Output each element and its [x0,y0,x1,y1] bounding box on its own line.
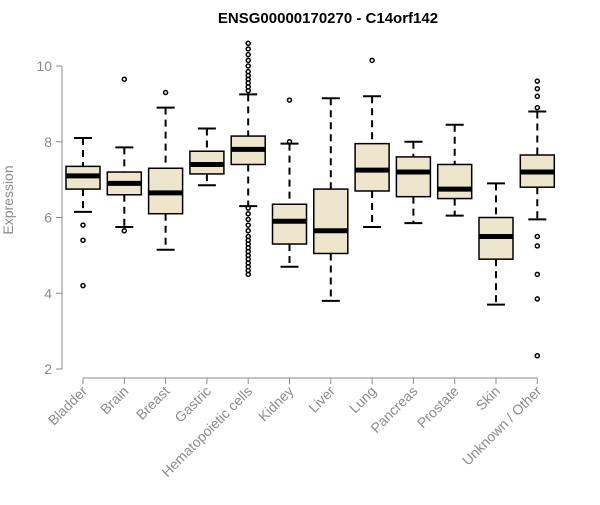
box-pancreas [395,156,432,198]
outlier-breast [162,89,169,96]
outlier-unknown-other [534,352,541,359]
outlier-kidney [286,139,293,145]
outlier-unknown-other [534,78,541,84]
box-prostate [436,163,473,200]
x-tick-label-brain: Brain [97,383,131,417]
y-tick-label: 4 [44,285,52,301]
outlier-bladder [80,222,86,228]
y-tick-label: 6 [44,210,52,226]
outlier-hematopoietic-cells [245,205,251,211]
x-tick-label-liver: Liver [305,383,338,416]
outlier-unknown-other [534,85,541,92]
x-tick-label-lung: Lung [346,383,379,416]
outlier-hematopoietic-cells [245,63,251,69]
outlier-lung [369,57,375,64]
outlier-unknown-other [534,93,541,100]
outlier-hematopoietic-cells [245,210,251,217]
x-tick-label-breast: Breast [133,383,173,423]
y-tick-label: 8 [44,134,52,150]
y-axis-label: Expression [0,165,16,234]
outlier-hematopoietic-cells [245,216,251,223]
outlier-unknown-other [534,104,541,111]
outlier-hematopoietic-cells [245,46,251,52]
outlier-brain [121,76,128,83]
outlier-bladder [80,237,86,243]
x-tick-label-skin: Skin [473,383,504,414]
outlier-hematopoietic-cells [245,271,251,278]
outlier-hematopoietic-cells [245,57,251,64]
outlier-unknown-other [534,296,541,302]
outlier-unknown-other [534,271,541,278]
outlier-hematopoietic-cells [245,222,251,228]
outlier-unknown-other [534,243,541,249]
chart-title: ENSG00000170270 - C14orf142 [218,10,438,27]
outlier-hematopoietic-cells [245,228,251,234]
x-tick-label-kidney: Kidney [255,383,297,425]
outlier-bladder [80,282,86,289]
outlier-hematopoietic-cells [245,87,251,94]
x-tick-label-prostate: Prostate [414,383,462,431]
y-tick-label: 2 [44,361,52,377]
outlier-unknown-other [534,233,541,240]
outlier-hematopoietic-cells [245,40,251,47]
box-liver [313,188,349,255]
y-tick-label: 10 [36,58,52,74]
x-tick-label-bladder: Bladder [45,383,91,429]
box-kidney [271,203,308,245]
box-lung [354,142,390,192]
outlier-hematopoietic-cells [245,51,251,58]
outlier-kidney [286,97,293,103]
outlier-brain [121,228,128,234]
